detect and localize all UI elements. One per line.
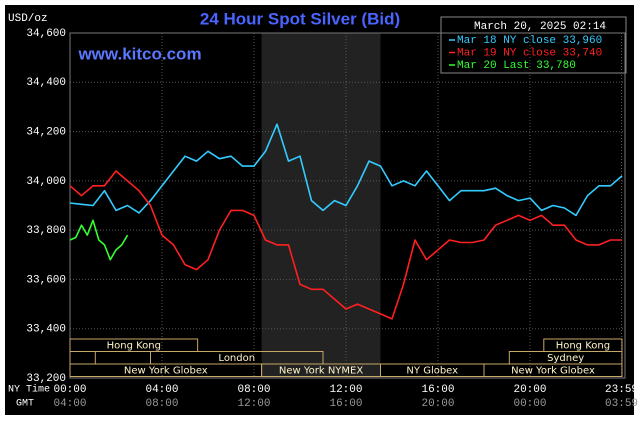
series-line — [69, 123, 623, 217]
y-tick-label: 34,400 — [26, 77, 66, 89]
session-label: Hong Kong — [556, 341, 610, 352]
y-tick-label: 33,600 — [26, 274, 66, 286]
x2-tick-label: 03:59 — [605, 398, 638, 410]
y-tick-label: 33,800 — [26, 225, 66, 237]
y-tick-label: 33,200 — [26, 373, 66, 385]
x2-tick-label: 00:00 — [513, 398, 546, 410]
x2-tick-label: 20:00 — [421, 398, 454, 410]
y-axis-label: USD/oz — [8, 13, 48, 25]
legend-label: Mar 20 Last 33,780 — [457, 60, 576, 72]
x2-tick-label: 08:00 — [145, 398, 178, 410]
x2-tick-label: 16:00 — [329, 398, 362, 410]
watermark: www.kitco.com — [77, 44, 201, 63]
x-tick-label: 20:00 — [513, 384, 546, 396]
x-tick-label: 16:00 — [421, 384, 454, 396]
session-shade — [261, 33, 381, 378]
session-label: Sydney — [547, 353, 584, 364]
y-tick-label: 33,400 — [26, 324, 66, 336]
x-tick-label: 04:00 — [145, 384, 178, 396]
x2-axis-label: GMT — [16, 399, 34, 410]
y-tick-label: 34,600 — [26, 28, 66, 40]
session-label: New York NYMEX — [279, 366, 364, 377]
session-label: Hong Kong — [107, 341, 161, 352]
session-box — [69, 338, 199, 352]
session-label: New York Globex — [124, 366, 208, 377]
session-label: NY Globex — [406, 366, 458, 377]
x-tick-label: 12:00 — [329, 384, 362, 396]
session-box — [483, 363, 623, 377]
legend-box — [440, 16, 627, 74]
series-line — [69, 170, 622, 320]
x-tick-label: 23:59 — [605, 384, 638, 396]
legend-label: Mar 18 NY close 33,960 — [457, 35, 602, 47]
chart-title: 24 Hour Spot Silver (Bid) — [200, 9, 400, 28]
x-tick-label: 00:00 — [53, 384, 86, 396]
x-tick-label: 08:00 — [237, 384, 270, 396]
x2-tick-label: 04:00 — [53, 398, 86, 410]
x2-tick-label: 12:00 — [237, 398, 270, 410]
session-label: New York Globex — [511, 366, 595, 377]
plot-border — [69, 32, 626, 379]
series-line — [69, 219, 129, 261]
x-axis-label: NY Time — [8, 384, 50, 396]
timestamp: March 20, 2025 02:14 — [474, 21, 606, 33]
y-tick-label: 34,200 — [26, 126, 66, 138]
y-tick-label: 34,000 — [26, 176, 66, 188]
legend-label: Mar 19 NY close 33,740 — [457, 47, 602, 59]
session-label: London — [218, 353, 255, 364]
